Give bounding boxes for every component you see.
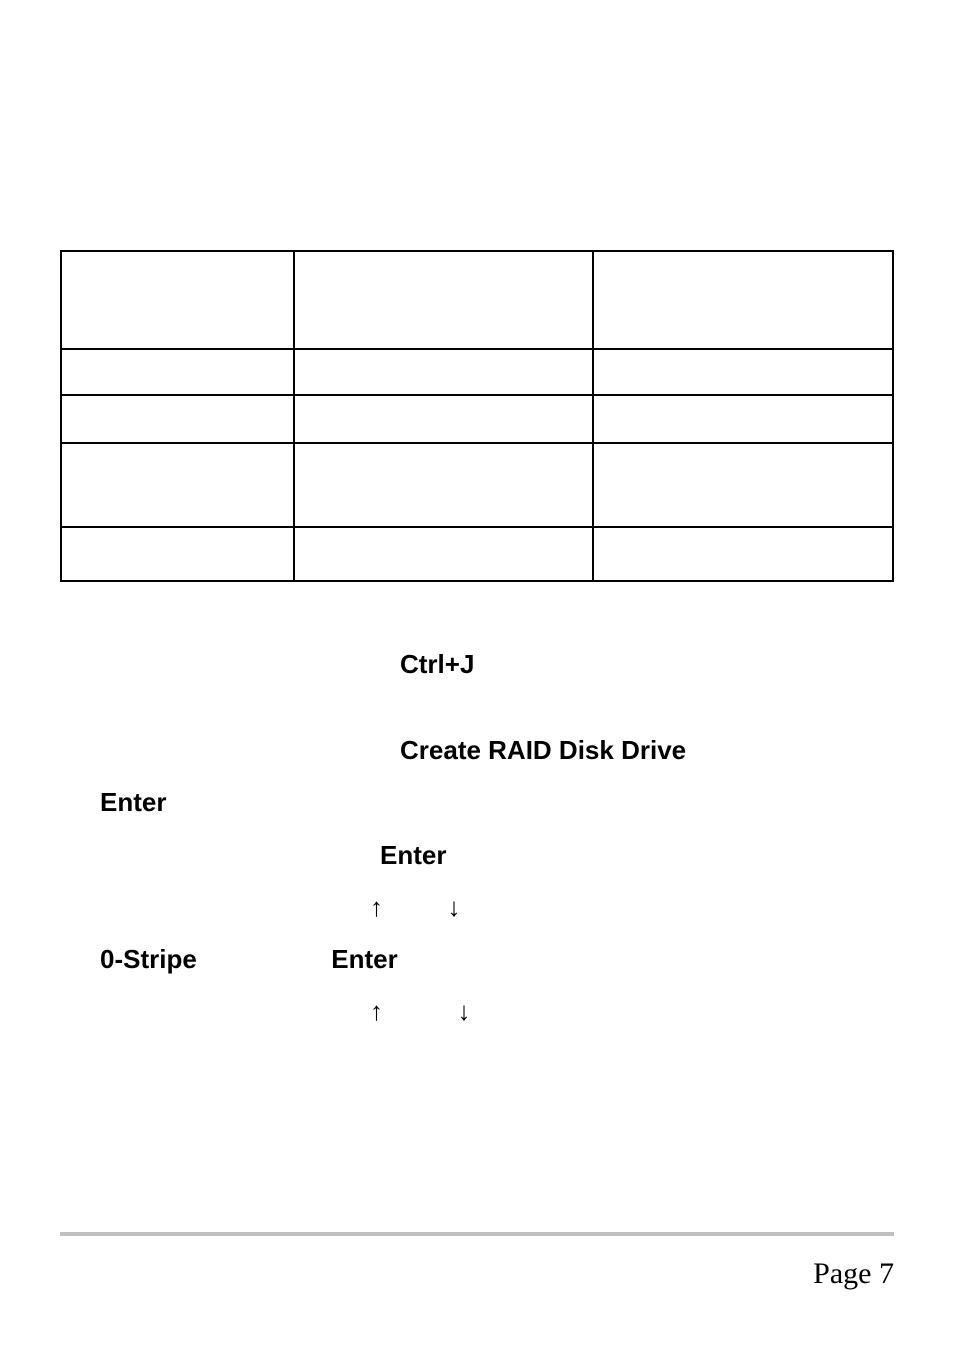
table-row [61,349,893,395]
kw-create: Create RAID Disk Drive [400,735,686,765]
raid-table [60,250,894,582]
raid-table-body [61,251,893,581]
page: Ctrl+J Create RAID Disk Drive Enter Ente… [0,0,954,1346]
cell [61,395,294,443]
cell [294,527,594,581]
table-row [61,527,893,581]
cell [61,443,294,527]
cell [593,443,893,527]
cell [294,251,594,349]
table-row [61,251,893,349]
cell [593,349,893,395]
kw-ctrlj: Ctrl+J [400,649,474,679]
cell [61,349,294,395]
table-row [61,443,893,527]
cell [294,349,594,395]
cell [61,251,294,349]
cell [294,395,594,443]
cell [593,251,893,349]
kw-enter1: Enter [100,787,166,817]
kw-enter3: Enter [331,944,397,974]
table-row [61,395,893,443]
cell [593,527,893,581]
arrow-down2-icon: ↓ [457,996,470,1026]
arrow-down-icon: ↓ [447,892,460,922]
cell [593,395,893,443]
cell [294,443,594,527]
footer-rule [60,1232,894,1236]
kw-enter2: Enter [380,840,446,870]
cell [61,527,294,581]
arrow-up-icon: ↑ [370,892,383,922]
kw-stripe: 0-Stripe [100,944,197,974]
instructions: Ctrl+J Create RAID Disk Drive Enter Ente… [60,642,894,1033]
arrow-up2-icon: ↑ [370,996,383,1026]
page-number: Page 7 [813,1257,894,1291]
